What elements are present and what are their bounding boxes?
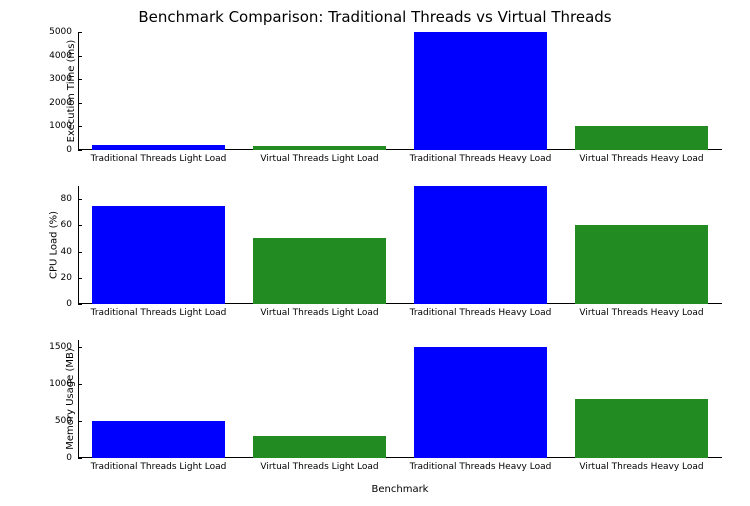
ytick: 0: [66, 145, 78, 155]
ytick: 40: [61, 247, 78, 257]
xlabel: Benchmark: [372, 484, 429, 495]
axis-y: [78, 32, 79, 150]
bar: [253, 436, 385, 458]
bar: [414, 32, 546, 150]
figure-title: Benchmark Comparison: Traditional Thread…: [0, 8, 750, 26]
ylabel-cpu: CPU Load (%): [48, 211, 59, 279]
ytick: 80: [61, 194, 78, 204]
panel-memory-usage: 050010001500Traditional Threads Light Lo…: [78, 340, 722, 458]
xtick: Virtual Threads Light Load: [260, 150, 378, 164]
xtick: Virtual Threads Light Load: [260, 304, 378, 318]
ylabel-mem: Memory Usage (MB): [65, 348, 76, 449]
plot-area: 020406080Traditional Threads Light LoadV…: [78, 186, 722, 304]
panel-execution-time: 010002000300040005000Traditional Threads…: [78, 32, 722, 150]
xtick: Virtual Threads Heavy Load: [579, 458, 703, 472]
xtick: Traditional Threads Heavy Load: [410, 458, 552, 472]
panel-cpu-load: 020406080Traditional Threads Light LoadV…: [78, 186, 722, 304]
xtick: Virtual Threads Light Load: [260, 458, 378, 472]
ylabel-exec: Execution Time (ms): [66, 40, 77, 143]
bar: [253, 238, 385, 304]
bar: [92, 421, 224, 458]
axis-y: [78, 186, 79, 304]
ytick: 60: [61, 220, 78, 230]
xtick: Traditional Threads Light Load: [91, 150, 227, 164]
bar: [575, 399, 707, 458]
ytick: 0: [66, 453, 78, 463]
plot-area: 050010001500Traditional Threads Light Lo…: [78, 340, 722, 458]
xtick: Traditional Threads Light Load: [91, 304, 227, 318]
bar: [575, 225, 707, 304]
benchmark-figure: Benchmark Comparison: Traditional Thread…: [0, 0, 750, 506]
plot-area: 010002000300040005000Traditional Threads…: [78, 32, 722, 150]
xtick: Traditional Threads Light Load: [91, 458, 227, 472]
xtick: Virtual Threads Heavy Load: [579, 304, 703, 318]
ytick: 5000: [49, 27, 78, 37]
xtick: Traditional Threads Heavy Load: [410, 150, 552, 164]
ytick: 20: [61, 273, 78, 283]
bar: [414, 347, 546, 458]
xtick: Traditional Threads Heavy Load: [410, 304, 552, 318]
bar: [92, 206, 224, 304]
xtick: Virtual Threads Heavy Load: [579, 150, 703, 164]
axis-y: [78, 340, 79, 458]
ytick: 0: [66, 299, 78, 309]
bar: [575, 126, 707, 150]
bar: [414, 186, 546, 304]
